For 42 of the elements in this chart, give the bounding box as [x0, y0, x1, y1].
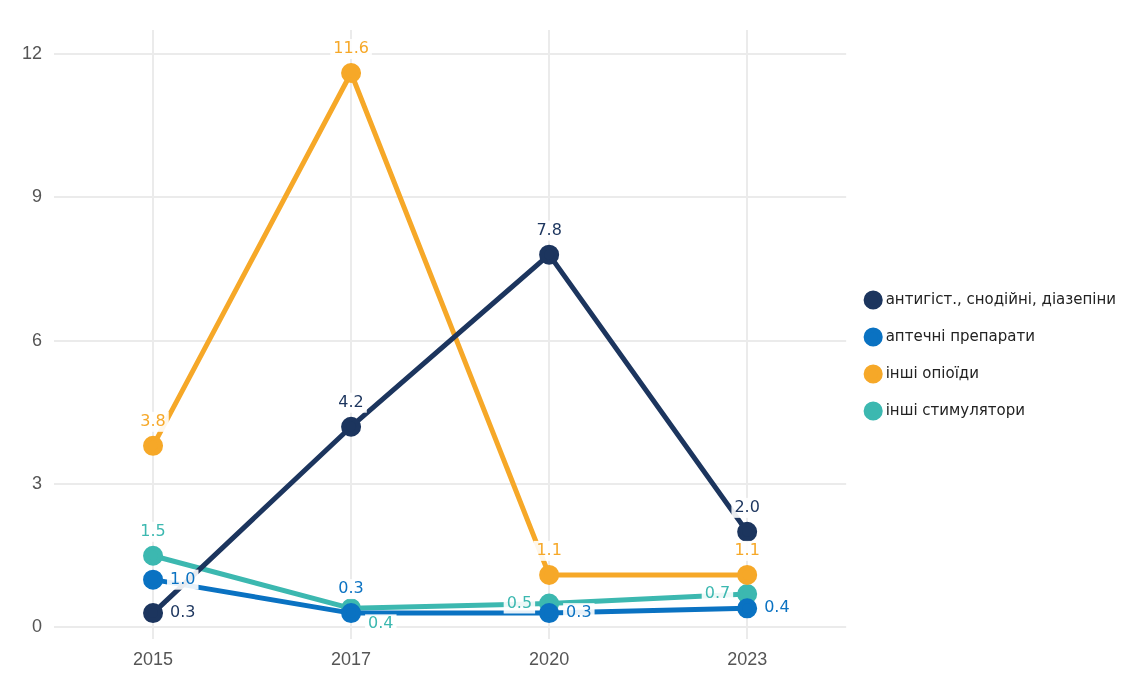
y-tick-label: 12	[21, 42, 43, 63]
data-label: 1.5	[140, 520, 166, 540]
legend-label: аптечні препарати	[885, 326, 1036, 345]
point	[737, 521, 758, 542]
x-tick-label: 2020	[529, 649, 570, 670]
data-label: 0.4	[368, 613, 394, 633]
data-label: 0.4	[764, 597, 790, 617]
y-tick-label: 0	[32, 616, 43, 637]
data-label: 1.0	[170, 568, 196, 588]
y-tick-label: 6	[32, 329, 43, 350]
y-tick-label: 9	[32, 186, 43, 207]
point	[737, 598, 758, 619]
x-tick-label: 2015	[133, 649, 174, 670]
data-label: 0.7	[704, 583, 731, 603]
data-label: 7.8	[536, 219, 562, 239]
data-label: 0.3	[566, 602, 592, 622]
point	[539, 564, 560, 585]
x-tick-label: 2023	[727, 649, 768, 670]
data-label: 1.1	[536, 540, 562, 560]
data-label: 2.0	[734, 497, 760, 517]
data-label: 4.2	[338, 391, 364, 411]
point	[143, 603, 164, 624]
point	[143, 569, 164, 590]
x-tick-label: 2017	[331, 649, 372, 670]
point	[341, 416, 362, 437]
data-label: 11.6	[333, 38, 369, 58]
point	[341, 603, 362, 624]
point	[341, 63, 362, 84]
point	[539, 244, 560, 265]
data-label: 0.5	[506, 592, 533, 612]
point	[539, 603, 560, 624]
data-label: 3.8	[140, 410, 166, 430]
legend-label: інші опіоїди	[885, 363, 979, 382]
point	[143, 435, 164, 456]
legend-label: інші стимулятори	[885, 400, 1026, 419]
data-label: 0.3	[170, 602, 196, 622]
data-label: 1.1	[734, 540, 760, 560]
point	[143, 545, 164, 566]
data-label: 0.3	[338, 578, 364, 598]
legend-label: антигіст., снодійні, діазепіни	[885, 289, 1117, 308]
y-tick-label: 3	[32, 473, 43, 494]
point	[737, 564, 758, 585]
